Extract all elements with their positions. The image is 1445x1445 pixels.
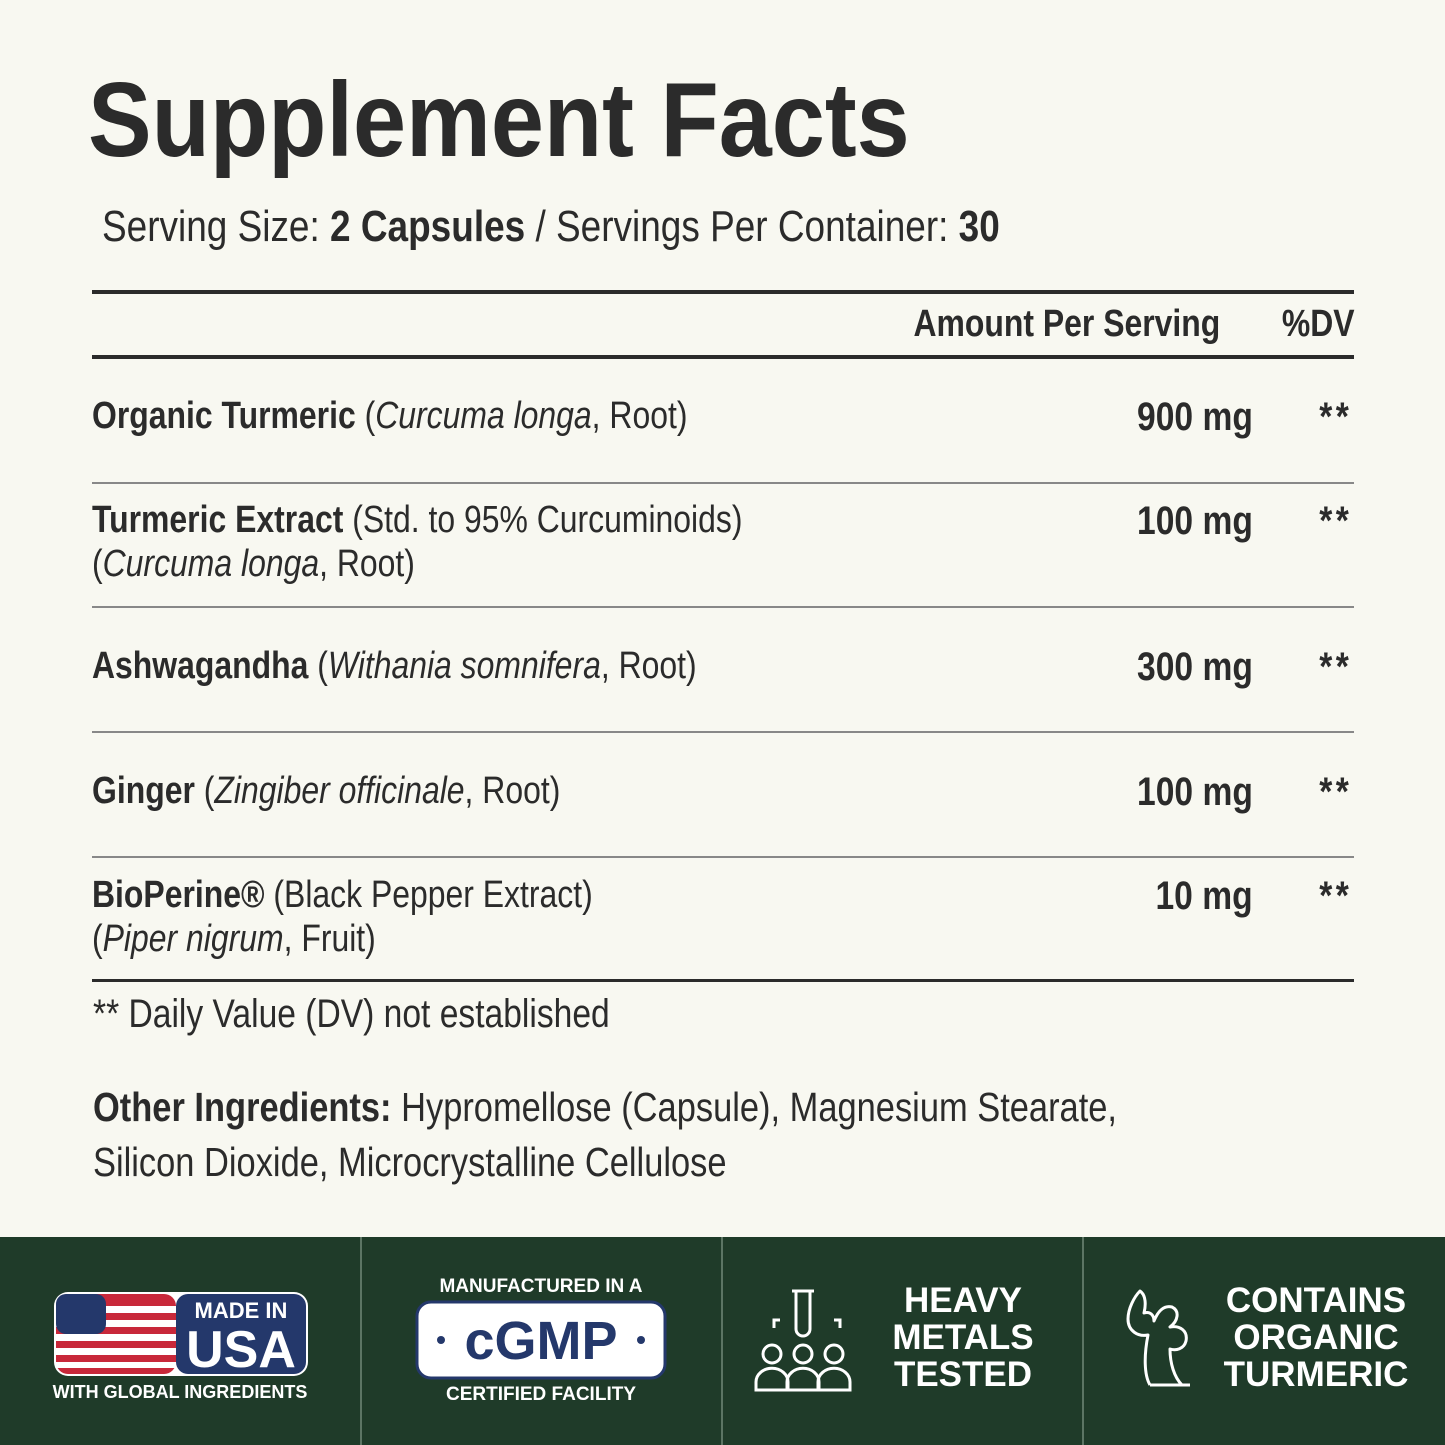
other-label: Other Ingredients: — [93, 1084, 392, 1130]
badge-bottom: WITH GLOBAL INGREDIENTS — [52, 1382, 308, 1402]
rule — [92, 290, 1354, 294]
badge-line: TESTED — [893, 1355, 1033, 1394]
ingredient-text: (Std. to 95% Curcuminoids) — [343, 499, 743, 541]
ingredient-line: (Piper nigrum, Fruit) — [92, 918, 376, 961]
ingredient-text: Ashwagandha — [92, 645, 309, 687]
amount: 100 mg — [1137, 499, 1253, 543]
other-line: Silicon Dioxide, Microcrystalline Cellul… — [93, 1139, 727, 1185]
amount: 900 mg — [1137, 395, 1253, 439]
ingredient-text: Piper nigrum — [102, 918, 284, 960]
ingredient-text: , Root) — [600, 645, 697, 687]
ingredient-line: BioPerine® (Black Pepper Extract) — [92, 874, 593, 917]
divider — [721, 1237, 723, 1445]
separator — [92, 856, 1354, 858]
ingredient-text: Turmeric Extract — [92, 499, 344, 541]
ingredient-text: ( — [92, 543, 103, 585]
divider — [360, 1237, 362, 1445]
separator — [92, 606, 1354, 608]
test-icon — [754, 1289, 852, 1392]
other-ingredients: Other Ingredients: Hypromellose (Capsule… — [93, 1080, 1117, 1190]
badge-line: CONTAINS — [1225, 1281, 1407, 1320]
ingredient-text: , Root) — [591, 395, 688, 437]
rule — [92, 355, 1354, 359]
separator — [92, 731, 1354, 733]
amount: 100 mg — [1137, 770, 1253, 814]
ingredient-text: Ginger — [92, 770, 195, 812]
ingredient-line: Organic Turmeric (Curcuma longa, Root) — [92, 395, 687, 438]
badge-top: MANUFACTURED IN A — [439, 1276, 643, 1297]
footnote: ** Daily Value (DV) not established — [93, 992, 610, 1036]
dv: ** — [1319, 770, 1352, 814]
dv-header: %DV — [1282, 303, 1355, 345]
ingredient-text: , Fruit) — [283, 918, 376, 960]
dv: ** — [1319, 499, 1352, 543]
divider — [1082, 1237, 1084, 1445]
ingredient-text: ( — [194, 770, 215, 812]
badge-main: USA — [186, 1321, 296, 1379]
ingredient-line: Ginger (Zingiber officinale, Root) — [92, 770, 560, 813]
ingredient-line: (Curcuma longa, Root) — [92, 543, 415, 586]
servings-value: 30 — [958, 202, 1000, 251]
ingredient-text: ( — [355, 395, 376, 437]
badge-lines: HEAVY METALS TESTED — [870, 1282, 1056, 1393]
amount: 300 mg — [1137, 645, 1253, 689]
amount: 10 mg — [1155, 874, 1253, 918]
rule — [92, 979, 1354, 982]
dv: ** — [1319, 874, 1352, 918]
badge-line: ORGANIC — [1233, 1318, 1399, 1357]
turmeric-icon — [1126, 1289, 1190, 1387]
ingredient-line: Turmeric Extract (Std. to 95% Curcuminoi… — [92, 499, 742, 542]
ingredient-text: Zingiber officinale — [214, 770, 465, 812]
dv: ** — [1319, 645, 1352, 689]
badge-lines: CONTAINS ORGANIC TURMERIC — [1212, 1282, 1420, 1393]
separator — [92, 482, 1354, 484]
cgmp-badge — [415, 1300, 667, 1380]
serving-value: 2 Capsules — [330, 202, 526, 251]
ingredient-text: Curcuma longa — [375, 395, 592, 437]
badge-line: METALS — [892, 1318, 1034, 1357]
ingredient-text: (Black Pepper Extract) — [264, 874, 593, 916]
ingredient-text: Curcuma longa — [102, 543, 320, 585]
badge-line: HEAVY — [904, 1281, 1022, 1320]
badge-line: TURMERIC — [1223, 1355, 1409, 1394]
badge-main: cGMP — [464, 1311, 618, 1371]
ingredient-text: ( — [308, 645, 328, 687]
other-line: Hypromellose (Capsule), Magnesium Steara… — [401, 1084, 1117, 1130]
ingredient-text: Organic Turmeric — [92, 395, 356, 437]
usa-badge — [54, 1292, 308, 1376]
dv: ** — [1319, 395, 1352, 439]
serving-label: Serving Size: — [102, 202, 320, 251]
serving-line: Serving Size: 2 Capsules / Servings Per … — [102, 202, 1000, 252]
badge-bottom: CERTIFIED FACILITY — [446, 1384, 636, 1405]
ingredient-text: Withania somnifera — [327, 645, 601, 687]
ingredient-line: Ashwagandha (Withania somnifera, Root) — [92, 645, 697, 688]
badge-top: MADE IN — [194, 1298, 288, 1323]
ingredient-text: , Root) — [319, 543, 415, 585]
servings-label: / Servings Per Container: — [535, 202, 949, 251]
ingredient-text: , Root) — [464, 770, 561, 812]
ingredient-text: ( — [92, 918, 103, 960]
amount-header: Amount Per Serving — [913, 303, 1220, 345]
title: Supplement Facts — [88, 61, 910, 179]
ingredient-text: BioPerine® — [92, 874, 265, 916]
